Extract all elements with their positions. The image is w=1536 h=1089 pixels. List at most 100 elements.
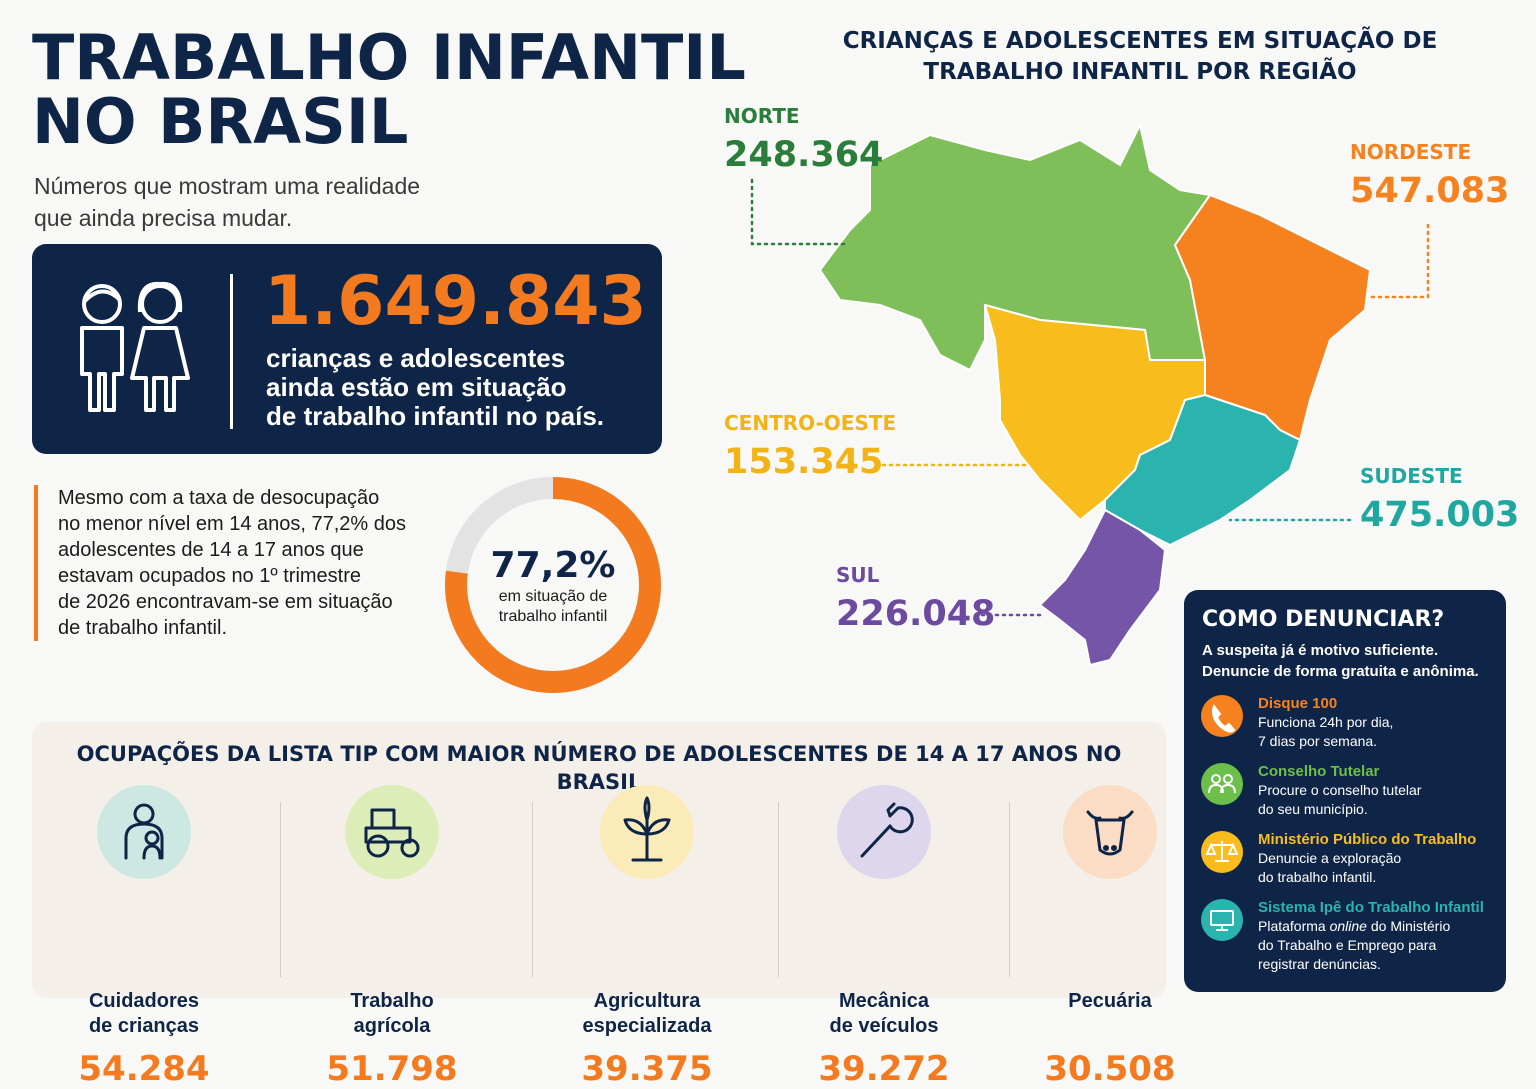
channel-name: Conselho Tutelar xyxy=(1258,763,1380,780)
occupation-value: 39.272 xyxy=(818,1049,950,1089)
report-panel: COMO DENUNCIAR? A suspeita já é motivo s… xyxy=(1184,590,1506,992)
occupation-icon xyxy=(600,785,694,879)
channel-icon xyxy=(1201,763,1243,805)
region-name: CENTRO-OESTE xyxy=(724,411,897,435)
occupation: Trabalho agrícola 51.798 xyxy=(282,784,502,1089)
region-value: 153.345 xyxy=(724,442,884,482)
region-map xyxy=(750,122,1430,667)
channel-description: Procure o conselho tutelar do seu municíp… xyxy=(1258,781,1421,819)
report-channel: Ministério Público do Trabalho Denuncie a… xyxy=(1200,830,1500,885)
channel-icon xyxy=(1201,899,1243,941)
channel-line-part: online xyxy=(1329,918,1367,934)
channel-name: Disque 100 xyxy=(1258,695,1338,712)
occupation-label-line: de crianças xyxy=(88,1015,200,1037)
occupation-value: 30.508 xyxy=(1044,1049,1176,1089)
region-value: 248.364 xyxy=(724,135,884,175)
occupation-label: Agricultura especializada xyxy=(537,989,757,1039)
donut-arc xyxy=(445,477,661,693)
leader-line xyxy=(1368,223,1430,299)
highlight-text: crianças e adolescentes ainda estão em s… xyxy=(266,344,604,431)
region-label: SUL 226.048 xyxy=(836,563,995,635)
region-value: 547.083 xyxy=(1350,171,1510,211)
occupation-icon xyxy=(97,785,191,879)
channel-icon xyxy=(1201,695,1243,737)
leader-line xyxy=(750,178,847,246)
channel-line: registrar denúncias. xyxy=(1258,956,1381,972)
channel-line: do trabalho infantil. xyxy=(1258,869,1377,885)
report-channel: Sistema Ipê do Trabalho Infantil Platafor… xyxy=(1200,898,1500,972)
page: Trabalho infantil no Brasil html, body {… xyxy=(32,25,1520,1089)
occupations-panel: OCUPAÇÕES DA LISTA TIP COM MAIOR NÚMERO … xyxy=(32,722,1176,1089)
occupation-icon xyxy=(1063,785,1157,879)
channel-description: Denuncie a exploração do trabalho infanti… xyxy=(1258,849,1401,887)
channel-line: do seu município. xyxy=(1258,801,1368,817)
channel-line: Procure o conselho tutelar xyxy=(1258,782,1422,798)
highlight-line: crianças e adolescentes xyxy=(266,343,566,373)
title: TRABALHO INFANTIL NO BRASIL xyxy=(32,26,746,154)
occupation-label-line: Pecuária xyxy=(1068,990,1152,1012)
note-line: de 2026 encontravam-se em situação xyxy=(58,591,393,613)
separator xyxy=(531,802,533,977)
channel-line: Plataforma online do Ministério xyxy=(1258,917,1450,936)
channel-name: Ministério Público do Trabalho xyxy=(1258,831,1477,848)
infographic: {"header": {"title_lines": ["TRABALHO IN… xyxy=(32,25,1520,1089)
region-value: 475.003 xyxy=(1360,495,1520,535)
channel-line-part: Plataforma xyxy=(1258,918,1326,934)
channel-line: do Trabalho e Emprego para xyxy=(1258,937,1437,953)
highlight-number: 1.649.843 xyxy=(264,262,647,341)
channel-line: Denuncie a exploração xyxy=(1258,850,1402,866)
donut-caption-line: em situação de xyxy=(498,588,608,605)
occupation: Mecânica de veículos 39.272 xyxy=(774,784,994,1089)
map-title: CRIANÇAS E ADOLESCENTES EM SITUAÇÃO DE T… xyxy=(820,26,1460,88)
highlight-card: 1.649.843 crianças e adolescentes ainda … xyxy=(32,244,662,454)
region-label: NORDESTE 547.083 xyxy=(1350,140,1509,212)
note-line: de trabalho infantil. xyxy=(58,617,228,639)
separator xyxy=(777,802,779,977)
occupation-value: 39.375 xyxy=(581,1049,713,1089)
region-shape xyxy=(1038,508,1167,667)
occupations-title: OCUPAÇÕES DA LISTA TIP COM MAIOR NÚMERO … xyxy=(76,742,1122,794)
title-line: TRABALHO INFANTIL xyxy=(32,21,746,94)
occupation-label: Mecânica de veículos xyxy=(774,989,994,1039)
occupation-label: Pecuária xyxy=(1000,989,1220,1039)
note-line: estavam ocupados no 1º trimestre xyxy=(58,565,362,587)
donut-caption: em situação de trabalho infantil xyxy=(453,587,653,627)
separator xyxy=(280,802,281,977)
occupation-label-line: especializada xyxy=(582,1015,712,1037)
occupation-icon xyxy=(345,785,439,879)
region-value: 226.048 xyxy=(836,594,996,634)
occupation-label: Cuidadores de crianças xyxy=(34,989,254,1039)
subtitle-line: Números que mostram uma realidade xyxy=(34,173,421,199)
report-intro-line: Denuncie de forma gratuita e anônima. xyxy=(1202,663,1479,680)
note: Mesmo com a taxa de desocupação no menor… xyxy=(34,485,448,641)
region-label: CENTRO-OESTE 153.345 xyxy=(724,411,896,483)
occupation-label-line: Agricultura xyxy=(593,990,701,1012)
channel-icon xyxy=(1201,831,1243,873)
region-name: NORTE xyxy=(724,104,800,128)
map-title-line: TRABALHO INFANTIL POR REGIÃO xyxy=(923,59,1357,85)
occupation-icon xyxy=(837,785,931,879)
occupation-label: Trabalho agrícola xyxy=(282,989,502,1039)
report-channel: Conselho Tutelar Procure o conselho tutel… xyxy=(1200,762,1500,817)
donut-value: 77,2% xyxy=(490,545,616,586)
donut-chart xyxy=(445,477,661,693)
occupation-value: 54.284 xyxy=(78,1049,210,1089)
channel-name: Sistema Ipê do Trabalho Infantil xyxy=(1258,899,1484,916)
occupation-label-line: de veículos xyxy=(829,1015,939,1037)
subtitle: Números que mostram uma realidade que ai… xyxy=(34,170,420,234)
channel-line: 7 dias por semana. xyxy=(1258,733,1378,749)
note-line: Mesmo com a taxa de desocupação xyxy=(58,487,380,509)
report-intro: A suspeita já é motivo suficiente. Denun… xyxy=(1202,640,1479,682)
separator xyxy=(1009,802,1010,977)
occupation-value: 51.798 xyxy=(326,1049,458,1089)
occupation-label-line: Mecânica xyxy=(838,990,930,1012)
channel-description: Plataforma online do Ministério do Trabal… xyxy=(1258,917,1450,974)
highlight-line: de trabalho infantil no país. xyxy=(266,401,605,431)
occupation: Cuidadores de crianças 54.284 xyxy=(34,784,254,1089)
map-title-line: CRIANÇAS E ADOLESCENTES EM SITUAÇÃO DE xyxy=(842,28,1438,54)
region-name: SUDESTE xyxy=(1360,464,1463,488)
region-name: NORDESTE xyxy=(1350,140,1472,164)
region-label: NORTE 248.364 xyxy=(724,104,883,176)
divider xyxy=(230,274,233,429)
highlight-line: ainda estão em situação xyxy=(266,372,567,402)
